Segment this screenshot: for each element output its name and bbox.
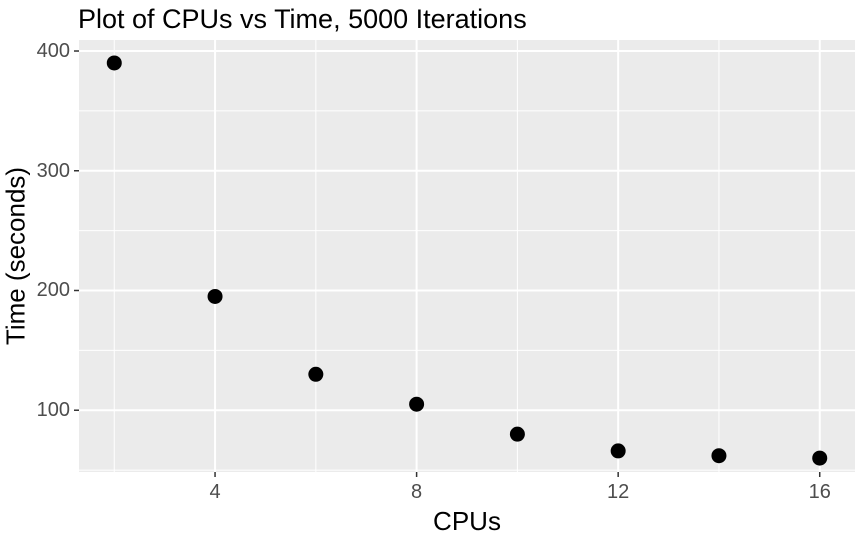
data-point bbox=[711, 448, 727, 464]
data-point bbox=[610, 443, 626, 459]
data-point bbox=[106, 55, 122, 71]
y-tick-label: 200 bbox=[36, 279, 70, 302]
chart-title: Plot of CPUs vs Time, 5000 Iterations bbox=[78, 4, 527, 34]
data-point bbox=[308, 366, 324, 382]
data-point bbox=[409, 396, 425, 412]
panel-background bbox=[79, 40, 855, 472]
x-tick-label: 16 bbox=[808, 481, 831, 503]
data-point bbox=[812, 450, 828, 466]
x-tick-label: 8 bbox=[411, 481, 423, 503]
x-tick-label: 4 bbox=[209, 481, 221, 503]
y-tick-label: 400 bbox=[36, 40, 70, 62]
x-axis-title: CPUs bbox=[433, 506, 501, 536]
y-tick-label: 300 bbox=[36, 159, 70, 182]
y-tick-label: 100 bbox=[36, 399, 70, 422]
data-point bbox=[509, 426, 525, 442]
y-axis-title: Time (seconds) bbox=[0, 166, 31, 346]
x-tick-label: 12 bbox=[607, 481, 630, 503]
data-point bbox=[207, 288, 223, 304]
